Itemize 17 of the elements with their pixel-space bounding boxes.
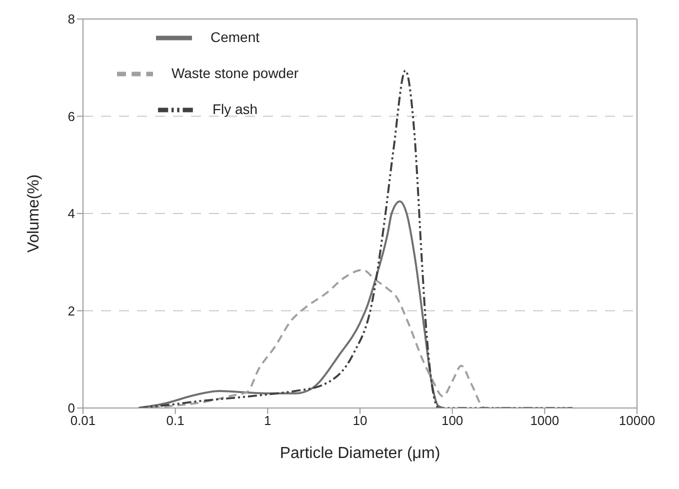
x-tick-label: 10000 bbox=[618, 413, 656, 428]
legend-label: Cement bbox=[210, 29, 260, 46]
x-axis-title: Particle Diameter (μm) bbox=[280, 445, 440, 462]
x-tick-label: 1 bbox=[264, 413, 272, 428]
x-tick-label: 0.1 bbox=[166, 413, 184, 428]
legend-label: Fly ash bbox=[212, 101, 258, 118]
y-tick-label: 4 bbox=[68, 206, 75, 222]
y-tick-label: 0 bbox=[68, 400, 75, 416]
y-tick-label: 6 bbox=[68, 108, 75, 124]
y-tick-label: 2 bbox=[68, 303, 75, 318]
x-tick-label: 10 bbox=[352, 413, 368, 428]
x-tick-label: 100 bbox=[441, 413, 464, 428]
x-tick-label: 0.01 bbox=[70, 413, 96, 428]
y-tick-label: 8 bbox=[68, 12, 75, 27]
legend-label: Waste stone powder bbox=[171, 65, 299, 82]
y-axis-title: Volume(%) bbox=[26, 174, 43, 253]
x-tick-label: 1000 bbox=[530, 413, 560, 428]
